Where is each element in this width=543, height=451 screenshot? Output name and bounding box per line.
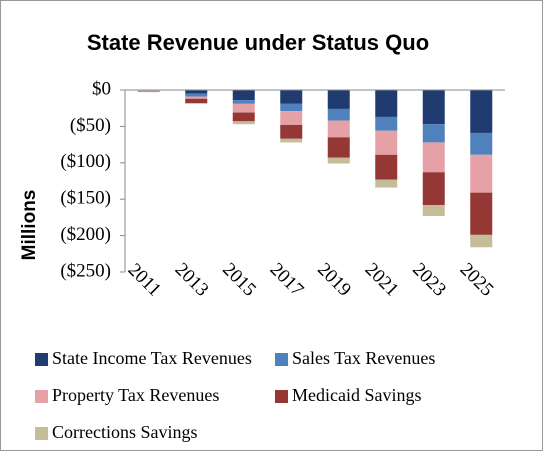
- y-tick-label: ($150): [60, 188, 111, 209]
- legend-label: Corrections Savings: [52, 422, 198, 442]
- bar-segment: [232, 112, 255, 122]
- legend-label: State Income Tax Revenues: [52, 348, 252, 368]
- bar-segment: [327, 120, 350, 138]
- bar-segment: [327, 157, 350, 164]
- bar-segment: [327, 108, 350, 121]
- chart-title: State Revenue under Status Quo: [87, 30, 429, 55]
- legend-label: Sales Tax Revenues: [292, 348, 435, 368]
- legend-swatch: [35, 390, 48, 403]
- bar-segment: [232, 100, 255, 104]
- bar-segment: [185, 103, 208, 104]
- legend-swatch: [275, 353, 288, 366]
- bar-segment: [327, 90, 350, 109]
- bar-segment: [375, 116, 398, 131]
- bar-segment: [280, 90, 303, 104]
- bar-segment: [185, 98, 208, 104]
- bar-segment: [185, 90, 208, 94]
- bar-segment: [375, 154, 398, 180]
- y-tick-label: $0: [92, 78, 111, 99]
- bar-segment: [280, 124, 303, 139]
- bar-segment: [375, 90, 398, 117]
- bar-segment: [280, 111, 303, 125]
- bar-segment: [470, 132, 493, 155]
- bar-segment: [470, 90, 493, 133]
- bar-segment: [137, 91, 160, 93]
- bar-segment: [422, 142, 445, 173]
- y-tick-label: ($200): [60, 224, 111, 245]
- bar-segment: [470, 154, 493, 193]
- bar-segment: [232, 121, 255, 125]
- bar-segment: [232, 103, 255, 113]
- bar-segment: [422, 124, 445, 143]
- bar-segment: [327, 137, 350, 158]
- y-tick-label: ($250): [60, 260, 111, 281]
- y-tick-label: ($100): [60, 151, 111, 172]
- bar-segment: [422, 90, 445, 125]
- legend-label: Property Tax Revenues: [52, 385, 219, 405]
- bar-segment: [232, 90, 255, 101]
- bar-segment: [185, 96, 208, 99]
- legend-swatch: [35, 427, 48, 440]
- legend-swatch: [275, 390, 288, 403]
- bar-segment: [280, 138, 303, 143]
- bar-segment: [375, 130, 398, 155]
- bar-segment: [470, 192, 493, 235]
- bar-segment: [470, 234, 493, 248]
- legend-swatch: [35, 353, 48, 366]
- y-axis-label: Millions: [19, 190, 40, 261]
- bar-segment: [375, 179, 398, 188]
- bar-segment: [185, 93, 208, 97]
- legend-label: Medicaid Savings: [292, 385, 421, 405]
- bar-segment: [422, 172, 445, 206]
- bar-segment: [422, 205, 445, 216]
- bar-segment: [280, 103, 303, 112]
- y-tick-label: ($50): [70, 115, 111, 136]
